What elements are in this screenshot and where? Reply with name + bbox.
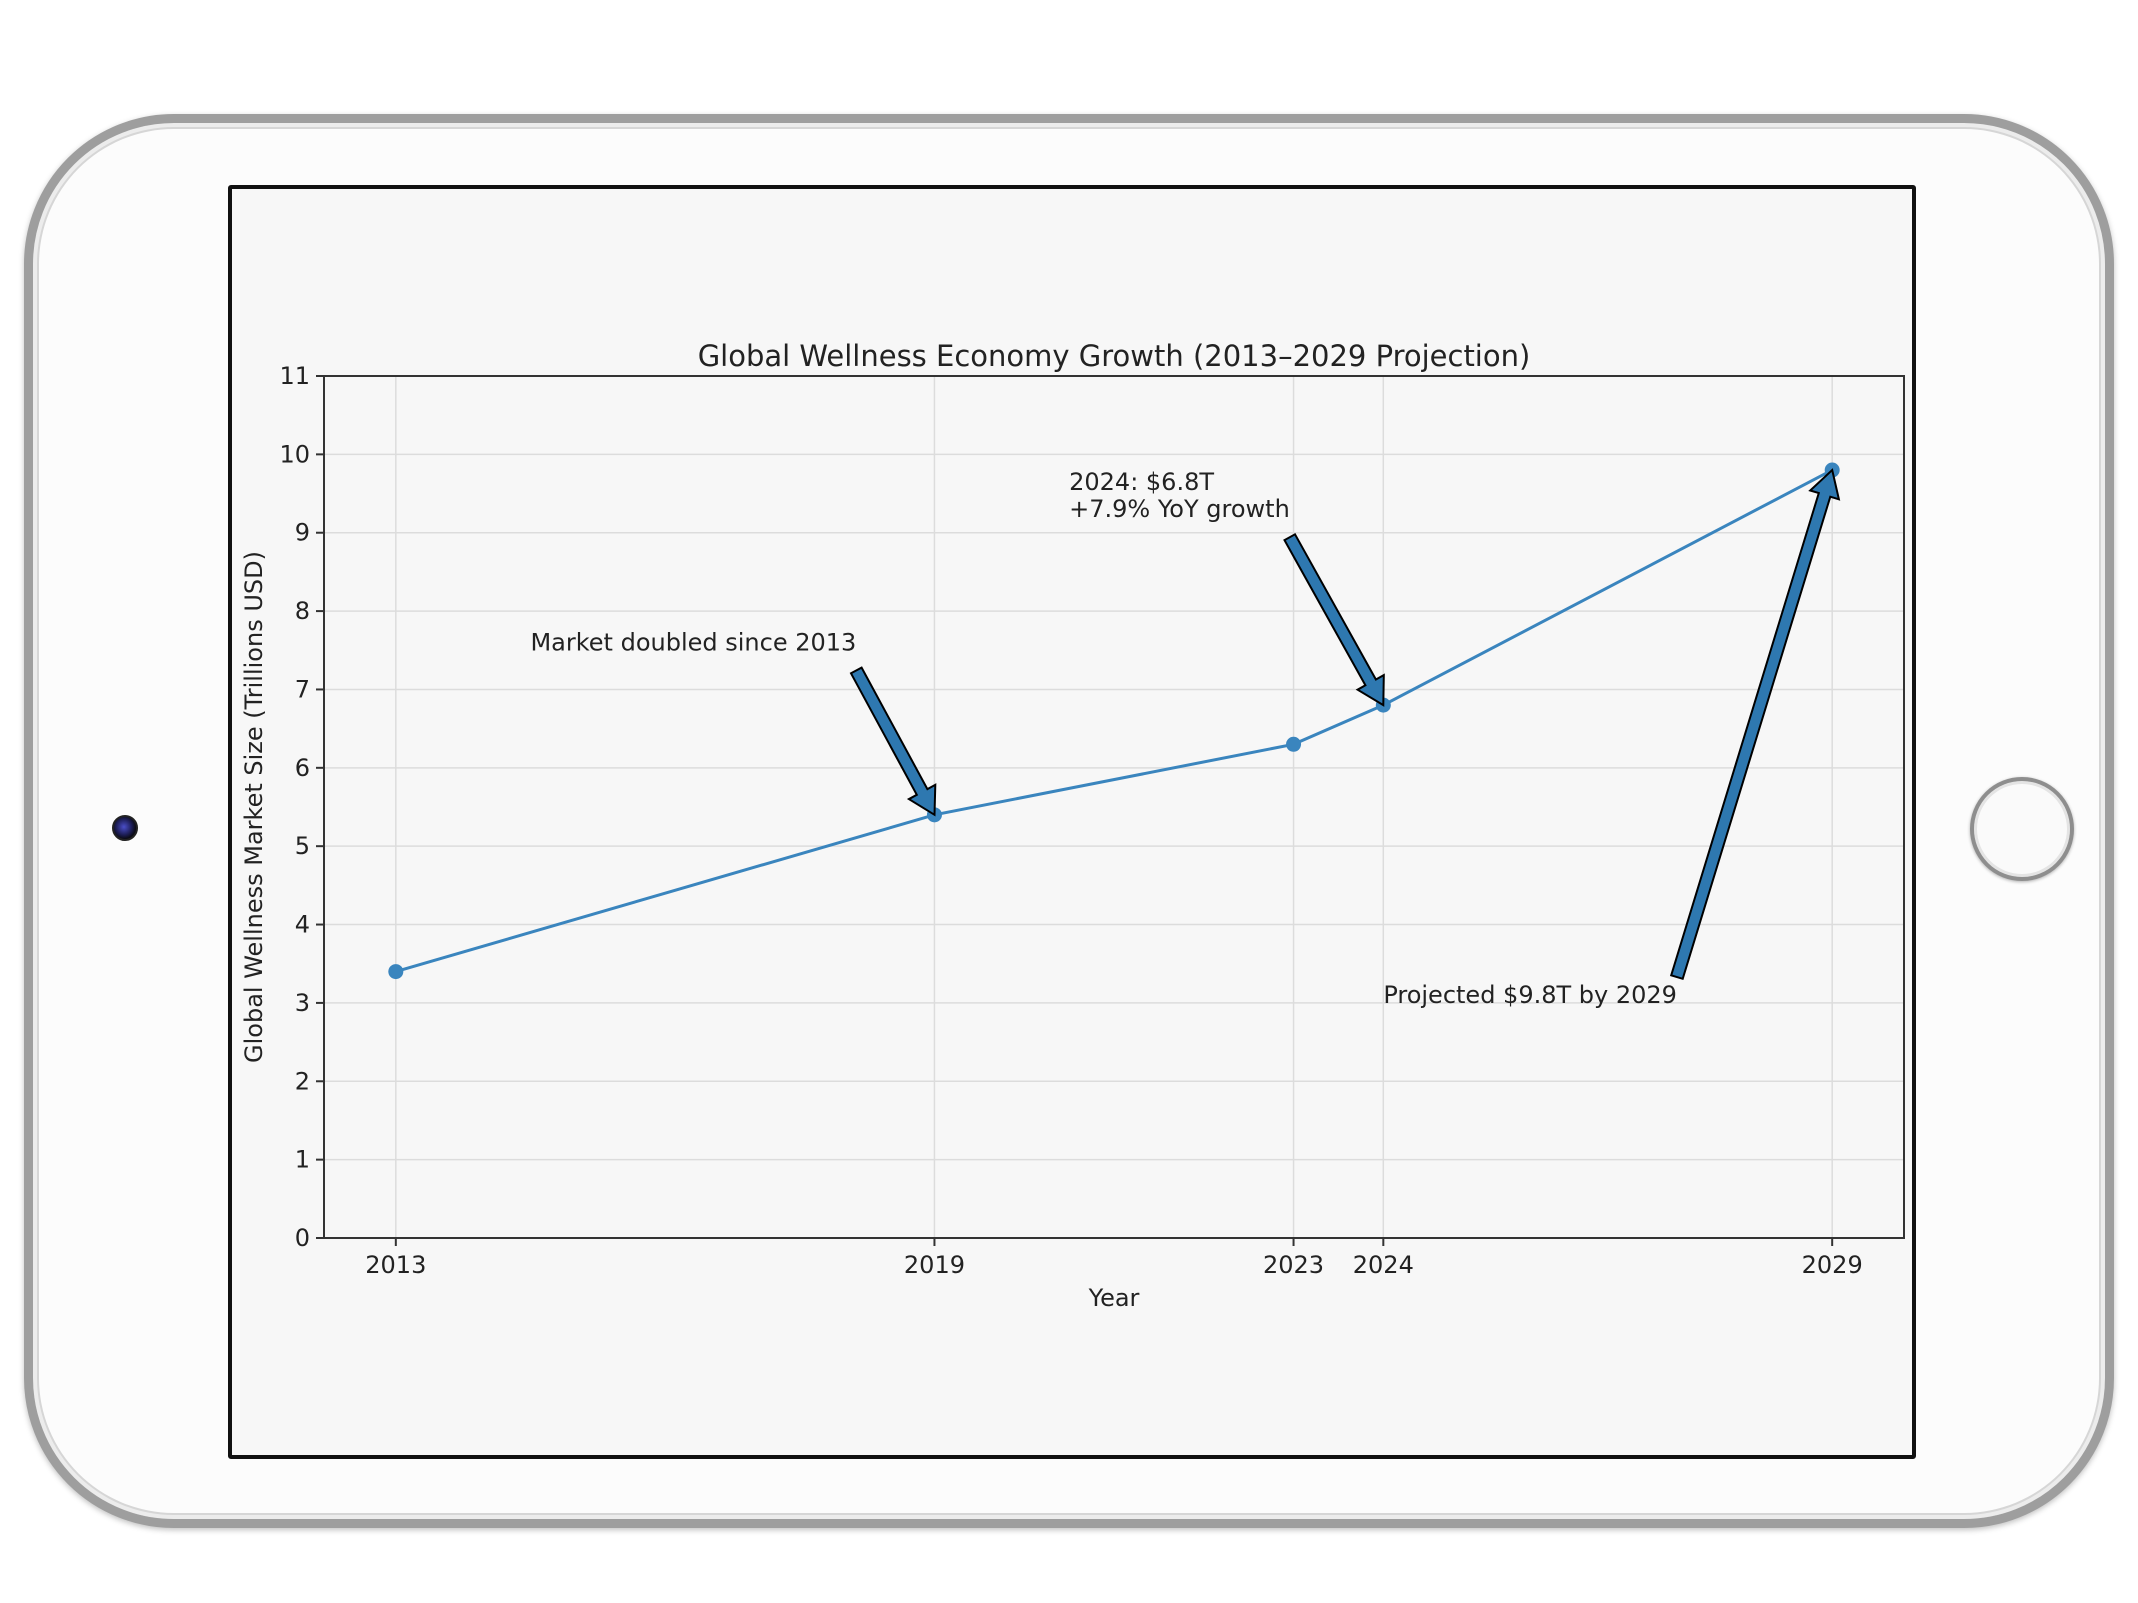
y-tick-label: 11 (279, 362, 310, 390)
annotation-text: Projected $9.8T by 2029 (1383, 981, 1677, 1009)
line-chart: 0 1 2 3 4 5 6 7 8 9 10 11 2013 2019 2023 2024 2029 Marke… (240, 339, 1905, 1312)
y-tick-label: 2 (295, 1067, 310, 1095)
camera-icon (112, 815, 138, 841)
annotation-text: 2024: $6.8T +7.9% YoY growth (1069, 468, 1290, 523)
y-tick-label: 10 (279, 440, 310, 468)
chart-title: Global Wellness Economy Growth (2013–202… (698, 339, 1531, 373)
annotation-arrow (1669, 468, 1841, 981)
y-tick-label: 4 (295, 911, 310, 939)
y-tick-label: 7 (295, 675, 310, 703)
y-tick-label: 0 (295, 1224, 310, 1252)
y-tick-label: 5 (295, 832, 310, 860)
y-axis-title: Global Wellness Market Size (Trillions U… (240, 551, 268, 1063)
annotation-line: Projected $9.8T by 2029 (1383, 981, 1677, 1009)
y-tick-label: 6 (295, 754, 310, 782)
x-tick-label: 2029 (1802, 1251, 1863, 1279)
annotation-line: Market doubled since 2013 (530, 628, 856, 656)
annotation-arrow (1283, 532, 1385, 707)
annotation-text: Market doubled since 2013 (530, 628, 856, 656)
x-axis-title: Year (1088, 1284, 1140, 1312)
y-tick-label: 9 (295, 519, 310, 547)
series-layer (388, 462, 1840, 980)
data-point (388, 964, 404, 980)
series-line (395, 468, 1833, 974)
x-tick-label: 2024 (1353, 1251, 1414, 1279)
annotation-line: +7.9% YoY growth (1069, 495, 1290, 523)
y-tick-label: 8 (295, 597, 310, 625)
x-tick-label: 2013 (365, 1251, 426, 1279)
axis-layer: 0 1 2 3 4 5 6 7 8 9 10 11 2013 2019 2023 2024 2029 (279, 362, 1862, 1279)
home-button[interactable] (1970, 777, 2074, 881)
data-point (1286, 736, 1302, 752)
tablet-screen: 0 1 2 3 4 5 6 7 8 9 10 11 2013 2019 2023 2024 2029 Marke… (228, 185, 1916, 1459)
y-tick-label: 3 (295, 989, 310, 1017)
plot-frame (323, 375, 1905, 1239)
y-tick-label: 1 (295, 1146, 310, 1174)
x-tick-label: 2023 (1263, 1251, 1324, 1279)
annotation-arrow (849, 666, 937, 817)
annotation-layer: Market doubled since 2013 2024: $6.8T +7.9… (530, 468, 1841, 1009)
annotation-line: 2024: $6.8T (1069, 468, 1214, 496)
x-tick-label: 2019 (904, 1251, 965, 1279)
